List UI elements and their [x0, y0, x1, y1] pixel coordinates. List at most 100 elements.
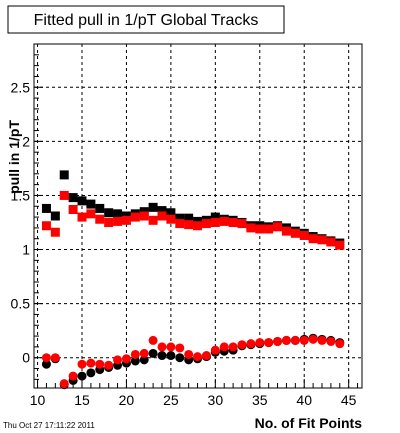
data-point-circle — [86, 368, 96, 378]
data-point-square — [193, 221, 203, 231]
data-point-circle — [255, 338, 265, 348]
data-point-square — [326, 237, 336, 247]
y-tick-label: 0 — [22, 350, 30, 366]
x-tick-label: 35 — [252, 392, 268, 408]
data-point-square — [166, 208, 176, 218]
data-point-circle — [219, 342, 229, 352]
data-point-square — [104, 208, 114, 218]
data-point-circle — [175, 353, 185, 363]
data-point-circle — [317, 335, 327, 345]
data-point-square — [86, 199, 96, 209]
data-point-square — [255, 224, 265, 234]
data-point-square — [299, 230, 309, 240]
data-point-circle — [50, 353, 60, 363]
data-point-square — [264, 224, 274, 234]
data-point-circle — [193, 352, 203, 362]
data-point-square — [273, 222, 283, 232]
x-tick-label: 40 — [296, 392, 312, 408]
data-point-circle — [130, 349, 140, 359]
data-point-square — [77, 212, 87, 222]
data-point-square — [130, 212, 140, 222]
y-tick-label: 1 — [22, 242, 30, 258]
data-point-circle — [41, 359, 51, 369]
data-point-circle — [335, 339, 345, 349]
data-point-circle — [41, 353, 51, 363]
data-point-circle — [148, 335, 158, 345]
data-point-square — [290, 228, 300, 238]
data-point-square — [335, 240, 345, 250]
data-point-circle — [166, 351, 176, 361]
data-point-circle — [308, 334, 318, 344]
data-point-circle — [273, 336, 283, 346]
data-point-circle — [139, 355, 149, 365]
data-point-square — [95, 203, 105, 213]
data-point-square — [184, 213, 194, 223]
x-tick-label: 10 — [30, 392, 46, 408]
data-point-circle — [148, 348, 158, 358]
data-point-square — [95, 214, 105, 224]
data-point-square — [166, 214, 176, 224]
data-point-circle — [326, 336, 336, 346]
x-axis-label: No. of Fit Points — [255, 415, 363, 431]
data-point-circle — [299, 335, 309, 345]
data-marks — [41, 170, 345, 390]
data-point-square — [210, 217, 220, 227]
data-point-square — [228, 217, 238, 227]
data-point-circle — [130, 356, 140, 366]
data-point-square — [86, 209, 96, 219]
y-tick-label: 0.5 — [11, 296, 31, 312]
data-point-circle — [290, 335, 300, 345]
data-point-circle — [166, 342, 176, 352]
data-point-square — [50, 211, 60, 221]
data-point-circle — [121, 354, 131, 364]
data-point-circle — [157, 342, 167, 352]
data-point-square — [175, 219, 185, 229]
data-point-square — [237, 219, 247, 229]
data-point-circle — [246, 339, 256, 349]
data-point-square — [175, 213, 185, 223]
data-point-square — [219, 216, 229, 226]
y-tick-label: 2.5 — [11, 79, 31, 95]
data-point-circle — [175, 343, 185, 353]
data-point-square — [50, 227, 60, 237]
data-point-square — [121, 215, 131, 225]
data-point-circle — [95, 359, 105, 369]
x-tick-label: 20 — [119, 392, 135, 408]
data-point-square — [68, 193, 78, 203]
data-point-circle — [77, 359, 87, 369]
data-point-square — [308, 234, 318, 244]
data-point-square — [246, 223, 256, 233]
data-point-circle — [104, 360, 114, 370]
data-point-circle — [139, 348, 149, 358]
data-point-square — [41, 221, 51, 231]
axis-ticks: 10 15 20 25 30 35 40 45 0 0.5 1 1.5 2 2.5 — [11, 43, 359, 408]
data-point-square — [139, 211, 149, 221]
y-tick-label: 1.5 — [11, 187, 31, 203]
series-1 — [41, 190, 345, 250]
data-point-square — [41, 203, 51, 213]
data-point-circle — [59, 379, 69, 389]
data-point-square — [68, 205, 78, 215]
data-point-circle — [184, 349, 194, 359]
data-point-circle — [86, 358, 96, 368]
x-tick-label: 15 — [74, 392, 90, 408]
data-point-square — [148, 202, 158, 212]
data-point-square — [59, 170, 69, 180]
data-point-circle — [201, 351, 211, 361]
data-point-circle — [113, 355, 123, 365]
data-point-square — [201, 219, 211, 229]
series-3 — [41, 334, 345, 389]
data-point-square — [184, 220, 194, 230]
data-point-circle — [281, 335, 291, 345]
data-point-square — [157, 206, 167, 216]
data-point-square — [281, 226, 291, 236]
timestamp: Thu Oct 27 17:11:22 2011 — [3, 421, 95, 430]
data-point-square — [113, 216, 123, 226]
data-point-circle — [157, 351, 167, 361]
data-point-square — [157, 211, 167, 221]
data-point-square — [113, 209, 123, 219]
data-point-circle — [264, 338, 274, 348]
data-point-square — [104, 217, 114, 227]
chart-title: Fitted pull in 1/pT Global Tracks — [34, 12, 259, 29]
